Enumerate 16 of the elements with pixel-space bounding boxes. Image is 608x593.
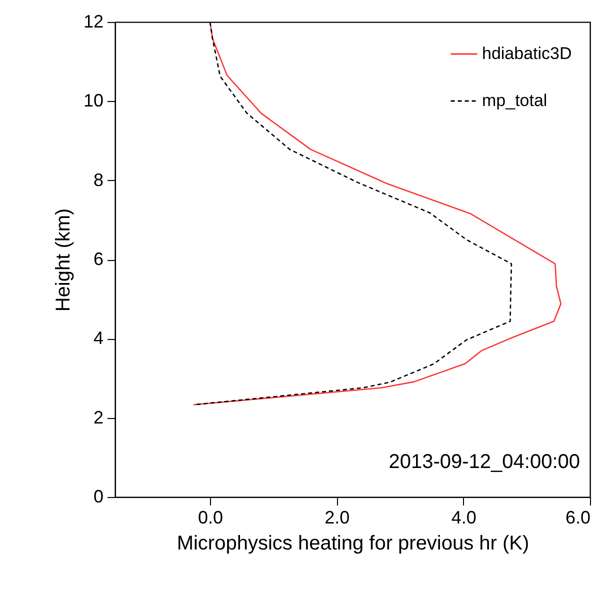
legend-label: mp_total [482,91,548,110]
x-tick-label: 2.0 [324,508,350,528]
legend-label: hdiabatic3D [482,44,572,63]
y-tick-label: 6 [93,249,104,269]
x-tick-label: 0.0 [198,508,224,528]
y-tick-label: 2 [93,407,104,428]
y-tick-label: 4 [93,328,104,348]
x-tick-label: 6.0 [565,508,590,528]
y-tick-label: 0 [93,486,104,506]
x-tick-label: 4.0 [451,508,476,528]
y-axis-title: Height (km) [52,208,74,312]
x-axis-title: Microphysics heating for previous hr (K) [176,532,530,554]
y-tick-label: 10 [83,90,104,111]
y-tick-label: 8 [93,170,104,190]
y-tick-label: 12 [83,12,104,32]
annotation: 2013-09-12_04:00:00 [388,451,580,473]
